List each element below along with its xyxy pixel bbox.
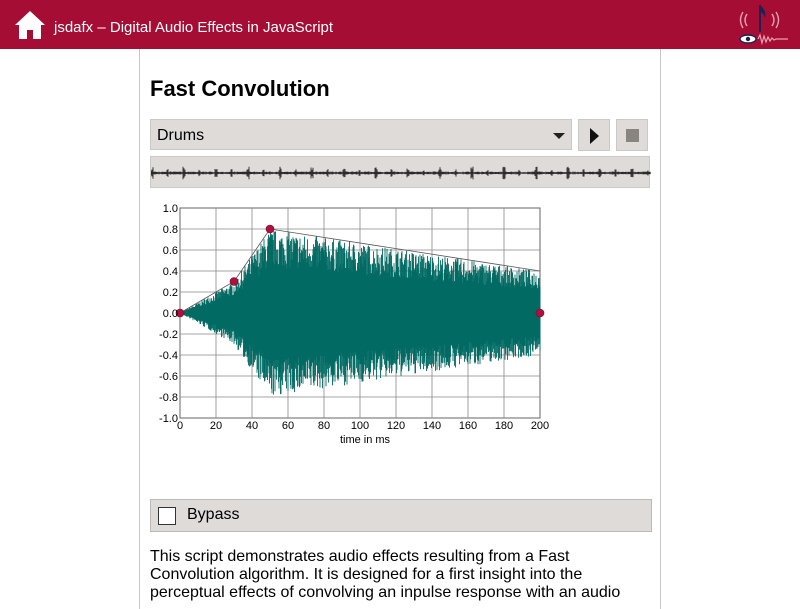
y-tick-label: -0.4 <box>159 350 178 362</box>
y-tick-label: 0.0 <box>163 308 178 320</box>
app-header: jsdafx – Digital Audio Effects in JavaSc… <box>0 0 800 49</box>
overview-waveform-path <box>150 166 651 180</box>
y-tick-label: -0.6 <box>159 371 178 383</box>
y-tick-label: 0.6 <box>163 245 178 257</box>
y-tick-label: 0.2 <box>163 287 178 299</box>
envelope-control-point-0[interactable] <box>175 308 185 318</box>
stop-icon <box>626 129 639 142</box>
bypass-label: Bypass <box>187 506 240 523</box>
y-tick-label: -0.2 <box>159 329 178 341</box>
x-tick-label: 160 <box>459 420 477 432</box>
home-icon[interactable] <box>14 9 46 41</box>
impulse-response-chart[interactable]: 0 20 40 60 80 100 120 140 160 180 200 1.0 0.8 0.6 0.4 0… <box>150 198 570 450</box>
x-tick-label: 60 <box>282 420 294 432</box>
play-button[interactable] <box>578 119 610 151</box>
x-tick-label: 80 <box>318 420 330 432</box>
y-tick-label: 0.4 <box>163 266 178 278</box>
x-tick-label: 140 <box>423 420 441 432</box>
envelope-control-point-3[interactable] <box>535 308 545 318</box>
bypass-toggle[interactable]: Bypass <box>150 499 652 532</box>
y-tick-label: -1.0 <box>159 413 178 425</box>
sound-select[interactable]: Drums <box>150 119 572 150</box>
x-tick-label: 40 <box>246 420 258 432</box>
overview-waveform <box>150 166 651 180</box>
x-tick-label: 120 <box>387 420 405 432</box>
description-text: This script demonstrates audio effects r… <box>150 548 621 601</box>
sound-select-value: Drums <box>157 127 205 144</box>
y-tick-label: 1.0 <box>163 203 178 215</box>
y-tick-label: 0.8 <box>163 224 178 236</box>
x-tick-label: 0 <box>177 420 183 432</box>
x-axis-label: time in ms <box>340 434 391 446</box>
x-tick-label: 200 <box>531 420 549 432</box>
impulse-response-waveform <box>180 231 541 395</box>
play-icon <box>590 128 599 144</box>
envelope-control-point-1[interactable] <box>229 277 239 286</box>
y-tick-label: -0.8 <box>159 392 178 404</box>
app-title[interactable]: jsdafx – Digital Audio Effects in JavaSc… <box>54 19 334 36</box>
input-waveform-overview[interactable] <box>150 156 651 188</box>
x-tick-label: 20 <box>210 420 222 432</box>
stop-button[interactable] <box>616 119 648 151</box>
x-tick-label: 100 <box>351 420 369 432</box>
envelope-line <box>179 228 541 314</box>
x-tick-label: 180 <box>495 420 513 432</box>
page-title: Fast Convolution <box>150 76 330 101</box>
music-note-eye-logo-icon <box>739 5 788 46</box>
chevron-down-icon <box>553 133 565 139</box>
bypass-checkbox[interactable] <box>158 507 176 525</box>
envelope-control-point-2[interactable] <box>265 224 275 234</box>
